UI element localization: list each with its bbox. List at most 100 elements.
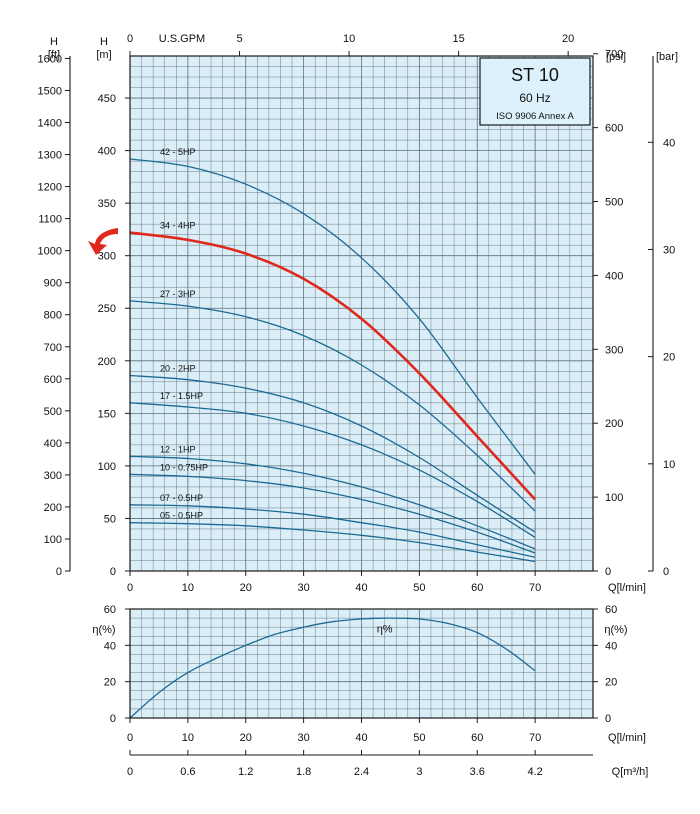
head-curve-10-0-75hp bbox=[130, 473, 536, 554]
eff-q-tick-label: 10 bbox=[182, 732, 194, 744]
bar-axis-tick-label: 30 bbox=[663, 244, 675, 256]
m-axis-tick-label: 300 bbox=[98, 251, 116, 263]
eff-q-tick-label: 30 bbox=[298, 732, 310, 744]
head-curve-42-5hp bbox=[130, 158, 536, 475]
gpm-axis-tick-label: 10 bbox=[343, 33, 355, 45]
m-axis-tick-label: 50 bbox=[104, 513, 116, 525]
ft-axis-tick-label: 1300 bbox=[38, 150, 62, 162]
head-curve-07-0-5hp bbox=[130, 504, 536, 558]
q-axis-unit: Q[l/min] bbox=[608, 582, 646, 594]
q-axis-tick-label: 20 bbox=[240, 582, 252, 594]
psi-axis-tick-label: 600 bbox=[605, 123, 623, 135]
m-axis-tick-label: 200 bbox=[98, 356, 116, 368]
gpm-axis-tick-label: 20 bbox=[562, 33, 574, 45]
eta-left-tick-label: 40 bbox=[104, 640, 116, 652]
m3h-axis-unit: Q[m³/h] bbox=[612, 766, 649, 778]
ft-axis-tick-label: 0 bbox=[56, 566, 62, 578]
m-axis-tick-label: 0 bbox=[110, 566, 116, 578]
gpm-axis-unit: U.S.GPM bbox=[159, 33, 205, 45]
head-curve-27-3hp bbox=[130, 300, 536, 512]
eff-q-tick-label: 50 bbox=[413, 732, 425, 744]
head-curve-12-1hp bbox=[130, 455, 536, 550]
m3h-axis-tick-label: 0.6 bbox=[180, 766, 195, 778]
psi-axis-tick-label: 500 bbox=[605, 197, 623, 209]
m-axis-tick-label: 350 bbox=[98, 198, 116, 210]
model-name: ST 10 bbox=[511, 65, 559, 85]
ft-axis-title: H bbox=[50, 36, 58, 48]
ft-axis-tick-label: 500 bbox=[44, 406, 62, 418]
eta-right-tick-label: 40 bbox=[605, 640, 617, 652]
m3h-axis-tick-label: 1.8 bbox=[296, 766, 311, 778]
ft-axis-tick-label: 1500 bbox=[38, 85, 62, 97]
ft-axis-unit: [ft] bbox=[48, 49, 60, 61]
ft-axis-tick-label: 1600 bbox=[38, 53, 62, 65]
gpm-axis-tick-label: 5 bbox=[236, 33, 242, 45]
head-curve-20-2hp bbox=[130, 374, 536, 533]
bar-axis-tick-label: 40 bbox=[663, 137, 675, 149]
curve-label: 20 - 2HP bbox=[160, 364, 196, 374]
eff-q-tick-label: 60 bbox=[471, 732, 483, 744]
psi-axis-tick-label: 0 bbox=[605, 566, 611, 578]
psi-axis-tick-label: 100 bbox=[605, 492, 623, 504]
m3h-axis-tick-label: 4.2 bbox=[527, 766, 542, 778]
bar-axis-unit: [bar] bbox=[656, 51, 678, 63]
ft-axis-tick-label: 1200 bbox=[38, 182, 62, 194]
ft-axis-tick-label: 600 bbox=[44, 374, 62, 386]
curve-label: 05 - 0.5HP bbox=[160, 511, 203, 521]
frequency-label: 60 Hz bbox=[519, 91, 550, 105]
psi-axis-tick-label: 400 bbox=[605, 270, 623, 282]
eta-right-tick-label: 0 bbox=[605, 713, 611, 725]
ft-axis-tick-label: 700 bbox=[44, 342, 62, 354]
eff-q-tick-label: 40 bbox=[355, 732, 367, 744]
m3h-axis-tick-label: 1.2 bbox=[238, 766, 253, 778]
eta-right-tick-label: 20 bbox=[605, 677, 617, 689]
m-axis-unit: [m] bbox=[96, 49, 111, 61]
bar-axis-tick-label: 10 bbox=[663, 459, 675, 471]
eff-q-unit: Q[l/min] bbox=[608, 732, 646, 744]
curve-label: 10 - 0.75HP bbox=[160, 462, 208, 472]
title-box-frame bbox=[479, 57, 591, 126]
m3h-axis-tick-label: 3.6 bbox=[470, 766, 485, 778]
gpm-axis-tick-label: 0 bbox=[127, 33, 133, 45]
ft-axis-tick-label: 1000 bbox=[38, 246, 62, 258]
curve-label: 34 - 4HP bbox=[160, 221, 196, 231]
head-curve-05-0-5hp bbox=[130, 522, 536, 563]
m-axis-tick-label: 450 bbox=[98, 93, 116, 105]
eta-left-unit: η(%) bbox=[92, 624, 115, 636]
head-curve-17-1-5hp bbox=[130, 402, 536, 538]
q-axis-tick-label: 30 bbox=[298, 582, 310, 594]
psi-axis-unit: [psi] bbox=[606, 51, 626, 63]
psi-axis-tick-label: 200 bbox=[605, 418, 623, 430]
m-axis-title: H bbox=[100, 36, 108, 48]
q-axis-tick-label: 70 bbox=[529, 582, 541, 594]
efficiency-curve bbox=[130, 617, 536, 718]
psi-axis-tick-label: 700 bbox=[605, 49, 623, 61]
highlight-arrow-icon bbox=[88, 228, 118, 255]
gpm-axis-tick-label: 15 bbox=[452, 33, 464, 45]
eta-left-tick-label: 20 bbox=[104, 677, 116, 689]
m-axis-tick-label: 100 bbox=[98, 461, 116, 473]
ft-axis-tick-label: 900 bbox=[44, 278, 62, 290]
curve-label: 17 - 1.5HP bbox=[160, 391, 203, 401]
eff-q-tick-label: 70 bbox=[529, 732, 541, 744]
ft-axis-tick-label: 1100 bbox=[38, 214, 62, 226]
eta-left-tick-label: 0 bbox=[110, 713, 116, 725]
bar-axis-tick-label: 20 bbox=[663, 352, 675, 364]
efficiency-curve-label: η% bbox=[377, 624, 393, 636]
curve-label: 27 - 3HP bbox=[160, 289, 196, 299]
eff-q-tick-label: 20 bbox=[240, 732, 252, 744]
m-axis-tick-label: 250 bbox=[98, 303, 116, 315]
q-axis-tick-label: 50 bbox=[413, 582, 425, 594]
head-curve-34-4hp bbox=[130, 231, 537, 501]
curve-label: 07 - 0.5HP bbox=[160, 493, 203, 503]
standard-label: ISO 9906 Annex A bbox=[496, 111, 574, 122]
eff-q-tick-label: 0 bbox=[127, 732, 133, 744]
q-axis-tick-label: 60 bbox=[471, 582, 483, 594]
curve-label: 12 - 1HP bbox=[160, 444, 196, 454]
psi-axis-tick-label: 300 bbox=[605, 344, 623, 356]
ft-axis-tick-label: 100 bbox=[44, 534, 62, 546]
q-axis-tick-label: 40 bbox=[355, 582, 367, 594]
bar-axis-tick-label: 0 bbox=[663, 566, 669, 578]
